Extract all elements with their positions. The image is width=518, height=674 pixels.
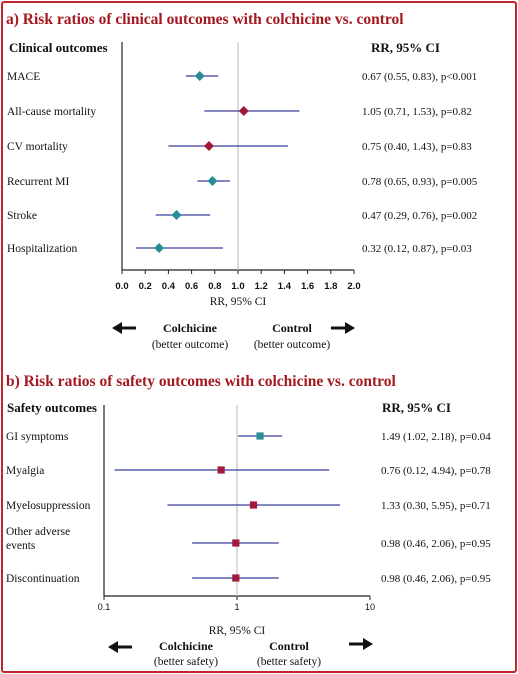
panel-a-row-label: CV mortality bbox=[7, 141, 68, 153]
panel-b-point-estimate bbox=[232, 574, 240, 582]
panel-a-x-tick-label: 1.4 bbox=[278, 281, 292, 292]
panel-b-x-axis-label: RR, 95% CI bbox=[209, 625, 266, 637]
panel-b-x-tick-label: 1 bbox=[234, 602, 239, 612]
panel-b-row-header: Safety outcomes bbox=[7, 400, 97, 415]
panel-a-ci-text: 0.32 (0.12, 0.87), p=0.03 bbox=[362, 243, 472, 255]
panel-b-row-label: Myalgia bbox=[6, 465, 44, 477]
panel-a-left-direction: Colchicine bbox=[163, 321, 218, 335]
panel-b-ci-text: 1.49 (1.02, 2.18), p=0.04 bbox=[381, 431, 491, 443]
panel-a-point-estimate bbox=[171, 210, 182, 220]
panel-a-point-estimate bbox=[238, 106, 249, 116]
panel-a-row-label: MACE bbox=[7, 71, 40, 83]
panel-b-point-estimate bbox=[232, 539, 240, 547]
panel-a-point-estimate bbox=[194, 71, 205, 81]
panel-a-x-tick-label: 0.8 bbox=[208, 281, 221, 292]
panel-b-row-label: GI symptoms bbox=[6, 431, 69, 443]
panel-a-row-label: Hospitalization bbox=[7, 243, 78, 255]
panel-a-row-header: Clinical outcomes bbox=[9, 40, 108, 55]
panel-a-ci-text: 0.75 (0.40, 1.43), p=0.83 bbox=[362, 141, 472, 153]
panel-a-point-estimate bbox=[207, 176, 218, 186]
panel-a-x-tick-label: 0.2 bbox=[139, 281, 152, 292]
panel-a-title: a) Risk ratios of clinical outcomes with… bbox=[6, 11, 404, 28]
panel-a-right-direction-note: (better outcome) bbox=[254, 339, 330, 351]
panel-b-point-estimate bbox=[256, 432, 264, 440]
panel-a-ci-text: 1.05 (0.71, 1.53), p=0.82 bbox=[362, 106, 472, 118]
panel-a-ci-text: 0.67 (0.55, 0.83), p<0.001 bbox=[362, 71, 477, 83]
panel-b-ci-text: 0.76 (0.12, 4.94), p=0.78 bbox=[381, 465, 491, 477]
panel-b-point-estimate bbox=[217, 466, 225, 474]
panel-a-x-tick-label: 1.6 bbox=[301, 281, 314, 292]
panel-a-x-tick-label: 0.6 bbox=[185, 281, 198, 292]
panel-a-x-axis-label: RR, 95% CI bbox=[210, 296, 267, 308]
panel-a-x-tick-label: 1.8 bbox=[324, 281, 337, 292]
panel-a-row-label: Stroke bbox=[7, 210, 37, 222]
panel-b-right-direction: Control bbox=[269, 639, 309, 653]
panel-b-left-direction: Colchicine bbox=[159, 639, 214, 653]
panel-a-x-tick-label: 2.0 bbox=[347, 281, 360, 292]
panel-b-ci-text: 0.98 (0.46, 2.06), p=0.95 bbox=[381, 538, 491, 550]
plot-layer: 0.0 0.2 0.4 0.6 0.8 1.0 1.2 1.4 1.6 1.8 2.0 MACE 0.6… bbox=[6, 42, 491, 612]
panel-b-right-arrow-icon bbox=[349, 638, 373, 650]
panel-b-row-label: Myelosuppression bbox=[6, 500, 91, 512]
panel-b-row-label: Other adverse events bbox=[6, 526, 70, 552]
panel-a-x-tick-label: 1.0 bbox=[231, 281, 244, 292]
panel-b-value-header: RR, 95% CI bbox=[382, 400, 451, 415]
panel-b-left-direction-note: (better safety) bbox=[154, 656, 218, 668]
panel-a-ci-text: 0.47 (0.29, 0.76), p=0.002 bbox=[362, 210, 477, 222]
panel-a-x-tick-label: 1.2 bbox=[255, 281, 268, 292]
panel-b-x-tick-label: 0.1 bbox=[98, 602, 111, 612]
panel-b-title: b) Risk ratios of safety outcomes with c… bbox=[6, 373, 396, 390]
panel-a-point-estimate bbox=[154, 243, 165, 253]
panel-a-row-label: Recurrent MI bbox=[7, 176, 69, 188]
panel-b-left-arrow-icon bbox=[108, 641, 132, 653]
panel-b-row-label: Discontinuation bbox=[6, 573, 80, 585]
panel-a-x-tick-label: 0.0 bbox=[115, 281, 128, 292]
panel-b-x-tick-label: 10 bbox=[365, 602, 375, 612]
panel-a-right-arrow-icon bbox=[331, 322, 355, 334]
panel-b-point-estimate bbox=[249, 501, 258, 509]
panel-b-ci-text: 0.98 (0.46, 2.06), p=0.95 bbox=[381, 573, 491, 585]
panel-a-x-tick-label: 0.4 bbox=[162, 281, 176, 292]
panel-a-left-direction-note: (better outcome) bbox=[152, 339, 228, 351]
panel-a-value-header: RR, 95% CI bbox=[371, 40, 440, 55]
panel-a-left-arrow-icon bbox=[112, 322, 136, 334]
panel-a-row-label: All-cause mortality bbox=[7, 106, 96, 118]
panel-b-ci-text: 1.33 (0.30, 5.95), p=0.71 bbox=[381, 500, 491, 512]
panel-a-ci-text: 0.78 (0.65, 0.93), p=0.005 bbox=[362, 176, 478, 188]
panel-b-right-direction-note: (better safety) bbox=[257, 656, 321, 668]
panel-a-right-direction: Control bbox=[272, 321, 312, 335]
panel-a-point-estimate bbox=[204, 141, 214, 151]
